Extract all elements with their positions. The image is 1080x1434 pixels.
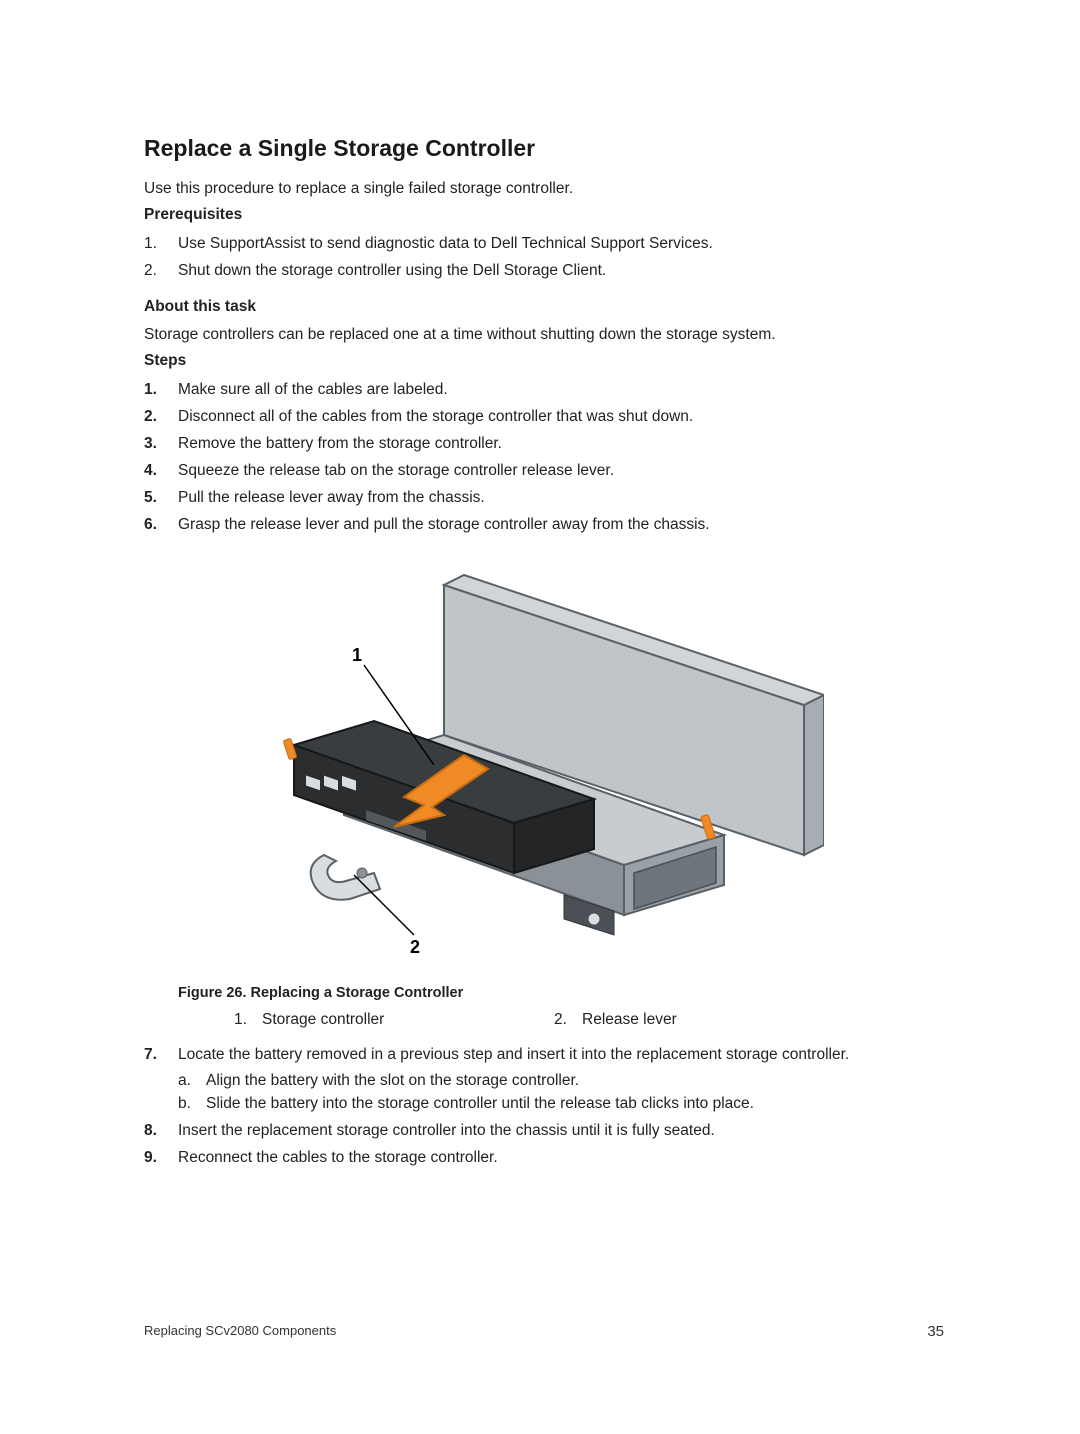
callout-1-label: 1 bbox=[352, 645, 362, 665]
release-lever bbox=[311, 855, 380, 900]
substeps-list: a.Align the battery with the slot on the… bbox=[178, 1069, 944, 1116]
callout-2-label: 2 bbox=[410, 937, 420, 955]
footer-page-number: 35 bbox=[927, 1323, 944, 1340]
legend-item: 2. Release lever bbox=[554, 1011, 677, 1029]
list-item: 9.Reconnect the cables to the storage co… bbox=[144, 1146, 944, 1170]
list-item-text: Grasp the release lever and pull the sto… bbox=[178, 516, 710, 533]
list-item: 5.Pull the release lever away from the c… bbox=[144, 486, 944, 510]
figure-legend: 1. Storage controller 2. Release lever bbox=[234, 1011, 944, 1029]
list-item: 1.Use SupportAssist to send diagnostic d… bbox=[144, 232, 944, 256]
list-item: 7. Locate the battery removed in a previ… bbox=[144, 1043, 944, 1116]
list-item: 2.Disconnect all of the cables from the … bbox=[144, 405, 944, 429]
steps-list-1-6: 1.Make sure all of the cables are labele… bbox=[144, 378, 944, 537]
list-item-text: Use SupportAssist to send diagnostic dat… bbox=[178, 235, 713, 252]
list-item: 4.Squeeze the release tab on the storage… bbox=[144, 459, 944, 483]
list-item: 6.Grasp the release lever and pull the s… bbox=[144, 513, 944, 537]
legend-label: Release lever bbox=[582, 1011, 677, 1029]
list-item: b.Slide the battery into the storage con… bbox=[178, 1092, 944, 1115]
list-item: 3.Remove the battery from the storage co… bbox=[144, 432, 944, 456]
list-item-text: Reconnect the cables to the storage cont… bbox=[178, 1149, 498, 1166]
list-item-text: Make sure all of the cables are labeled. bbox=[178, 381, 448, 398]
list-item-text: Align the battery with the slot on the s… bbox=[206, 1072, 579, 1089]
intro-text: Use this procedure to replace a single f… bbox=[144, 178, 944, 200]
list-item: a.Align the battery with the slot on the… bbox=[178, 1069, 944, 1092]
list-item-text: Pull the release lever away from the cha… bbox=[178, 489, 485, 506]
footer-section: Replacing SCv2080 Components bbox=[144, 1323, 336, 1340]
list-item-text: Disconnect all of the cables from the st… bbox=[178, 408, 693, 425]
list-item: 1.Make sure all of the cables are labele… bbox=[144, 378, 944, 402]
list-item-text: Insert the replacement storage controlle… bbox=[178, 1122, 715, 1139]
list-item-text: Remove the battery from the storage cont… bbox=[178, 435, 502, 452]
figure-caption: Figure 26. Replacing a Storage Controlle… bbox=[178, 985, 944, 1001]
prerequisites-list: 1.Use SupportAssist to send diagnostic d… bbox=[144, 232, 944, 283]
legend-marker: 1. bbox=[234, 1011, 262, 1029]
storage-controller-diagram: 1 2 bbox=[264, 555, 824, 955]
list-item-text: Shut down the storage controller using t… bbox=[178, 262, 606, 279]
figure-26: 1 2 bbox=[264, 555, 824, 955]
page-footer: Replacing SCv2080 Components 35 bbox=[144, 1323, 944, 1340]
figure-container: 1 2 bbox=[144, 555, 944, 955]
list-item-text: Locate the battery removed in a previous… bbox=[178, 1046, 849, 1063]
list-item-text: Squeeze the release tab on the storage c… bbox=[178, 462, 614, 479]
legend-item: 1. Storage controller bbox=[234, 1011, 554, 1029]
prerequisites-label: Prerequisites bbox=[144, 206, 944, 224]
page-title: Replace a Single Storage Controller bbox=[144, 135, 944, 162]
list-item: 8.Insert the replacement storage control… bbox=[144, 1119, 944, 1143]
about-label: About this task bbox=[144, 298, 944, 316]
list-item: 2.Shut down the storage controller using… bbox=[144, 259, 944, 283]
legend-marker: 2. bbox=[554, 1011, 582, 1029]
steps-list-7-9: 7. Locate the battery removed in a previ… bbox=[144, 1043, 944, 1170]
about-body: Storage controllers can be replaced one … bbox=[144, 324, 944, 346]
legend-label: Storage controller bbox=[262, 1011, 384, 1029]
list-item-text: Slide the battery into the storage contr… bbox=[206, 1095, 754, 1112]
steps-label: Steps bbox=[144, 352, 944, 370]
